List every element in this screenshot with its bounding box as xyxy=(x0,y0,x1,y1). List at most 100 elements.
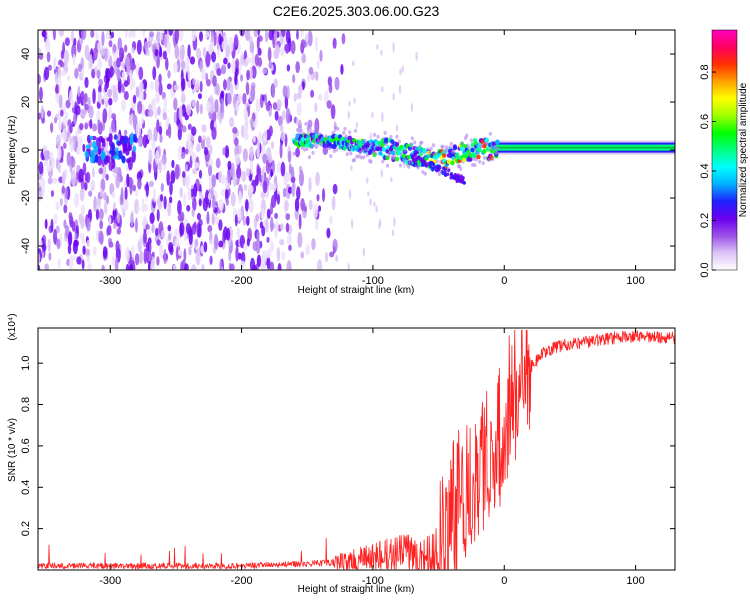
noise-speckle xyxy=(81,259,85,270)
noise-speckle xyxy=(381,86,384,93)
noise-speckle xyxy=(194,162,200,169)
signal-halo xyxy=(329,154,333,159)
noise-speckle xyxy=(305,244,311,256)
noise-speckle xyxy=(57,162,61,173)
noise-speckle xyxy=(149,31,155,38)
noise-speckle xyxy=(105,67,111,83)
signal-blob xyxy=(394,141,400,147)
noise-speckle xyxy=(244,110,249,124)
signal-tail xyxy=(462,181,466,185)
noise-speckle xyxy=(206,211,210,225)
y-tick-label: 1.0 xyxy=(20,356,32,371)
signal-halo xyxy=(311,150,315,155)
noise-speckle xyxy=(329,251,335,258)
spectrogram-y-axis: -40 -20 0 20 40 xyxy=(20,48,675,254)
noise-speckle xyxy=(392,92,395,101)
noise-speckle xyxy=(290,176,296,183)
noise-speckle xyxy=(260,207,265,220)
noise-speckle xyxy=(43,66,50,81)
noise-speckle xyxy=(147,128,153,141)
x-tick-label: -100 xyxy=(362,275,384,287)
signal-tail xyxy=(459,178,463,183)
noise-speckle xyxy=(331,195,336,211)
noise-speckle xyxy=(244,199,249,212)
noise-speckle xyxy=(353,97,356,104)
noise-speckle xyxy=(248,184,254,194)
noise-speckle xyxy=(319,49,323,62)
noise-speckle xyxy=(260,256,265,270)
noise-speckle xyxy=(103,200,108,215)
colorbar-tick-label: 0.8 xyxy=(699,64,711,79)
noise-speckle xyxy=(380,169,384,178)
noise-speckle xyxy=(198,169,203,179)
noise-speckle xyxy=(139,235,144,243)
noise-speckle xyxy=(185,55,190,70)
noise-speckle xyxy=(178,105,183,121)
noise-speckle xyxy=(162,50,167,60)
noise-speckle xyxy=(63,204,68,214)
noise-speckle xyxy=(268,182,274,191)
noise-speckle xyxy=(229,116,235,128)
noise-speckle xyxy=(373,200,376,208)
noise-speckle xyxy=(234,214,238,227)
noise-speckle xyxy=(161,229,166,239)
noise-speckle xyxy=(145,223,150,231)
noise-speckle xyxy=(158,73,162,84)
signal-tail xyxy=(431,167,435,172)
noise-speckle xyxy=(135,189,139,197)
noise-speckle xyxy=(300,30,304,39)
noise-speckle xyxy=(148,180,154,188)
signal-tail xyxy=(437,167,441,172)
noise-speckle xyxy=(110,67,115,76)
noise-speckle xyxy=(263,129,268,143)
noise-speckle xyxy=(112,43,117,53)
noise-speckle xyxy=(328,215,333,224)
noise-speckle xyxy=(86,217,91,232)
noise-speckle xyxy=(67,244,72,255)
noise-speckle xyxy=(165,57,169,71)
noise-speckle xyxy=(332,246,336,254)
noise-speckle xyxy=(153,126,158,142)
noise-speckle xyxy=(77,63,83,73)
noise-speckle xyxy=(267,46,272,62)
noise-speckle xyxy=(221,40,227,51)
noise-speckle xyxy=(293,92,297,102)
signal-halo xyxy=(410,136,414,141)
noise-speckle xyxy=(112,223,118,230)
noise-speckle xyxy=(55,83,59,93)
noise-speckle xyxy=(148,109,154,117)
noise-speckle xyxy=(187,65,191,81)
noise-speckle xyxy=(116,57,121,68)
noise-speckle xyxy=(73,239,79,247)
noise-speckle xyxy=(146,241,150,253)
noise-speckle xyxy=(279,142,283,159)
noise-speckle xyxy=(88,190,93,197)
noise-speckle xyxy=(52,177,58,185)
signal-blob xyxy=(442,152,447,158)
noise-speckle xyxy=(128,30,132,39)
signal-track xyxy=(291,121,675,185)
noise-speckle xyxy=(167,201,172,217)
noise-speckle xyxy=(131,245,135,259)
noise-speckle xyxy=(82,143,86,153)
noise-speckle xyxy=(112,202,116,211)
noise-speckle xyxy=(167,123,172,139)
noise-speckle xyxy=(112,90,119,103)
noise-speckle xyxy=(86,254,91,263)
noise-speckle xyxy=(123,80,129,87)
noise-speckle xyxy=(185,223,191,235)
noise-speckle xyxy=(111,119,116,133)
noise-speckle xyxy=(350,164,353,171)
noise-speckle xyxy=(126,65,130,76)
noise-speckle xyxy=(252,135,256,143)
signal-halo xyxy=(471,162,475,167)
noise-speckle xyxy=(191,126,197,136)
noise-speckle xyxy=(167,233,172,241)
noise-speckle xyxy=(80,108,86,120)
noise-speckle xyxy=(98,208,104,220)
noise-speckle xyxy=(81,237,86,245)
noise-speckle xyxy=(335,255,339,262)
noise-speckle xyxy=(168,242,174,253)
noise-speckle xyxy=(177,200,182,215)
